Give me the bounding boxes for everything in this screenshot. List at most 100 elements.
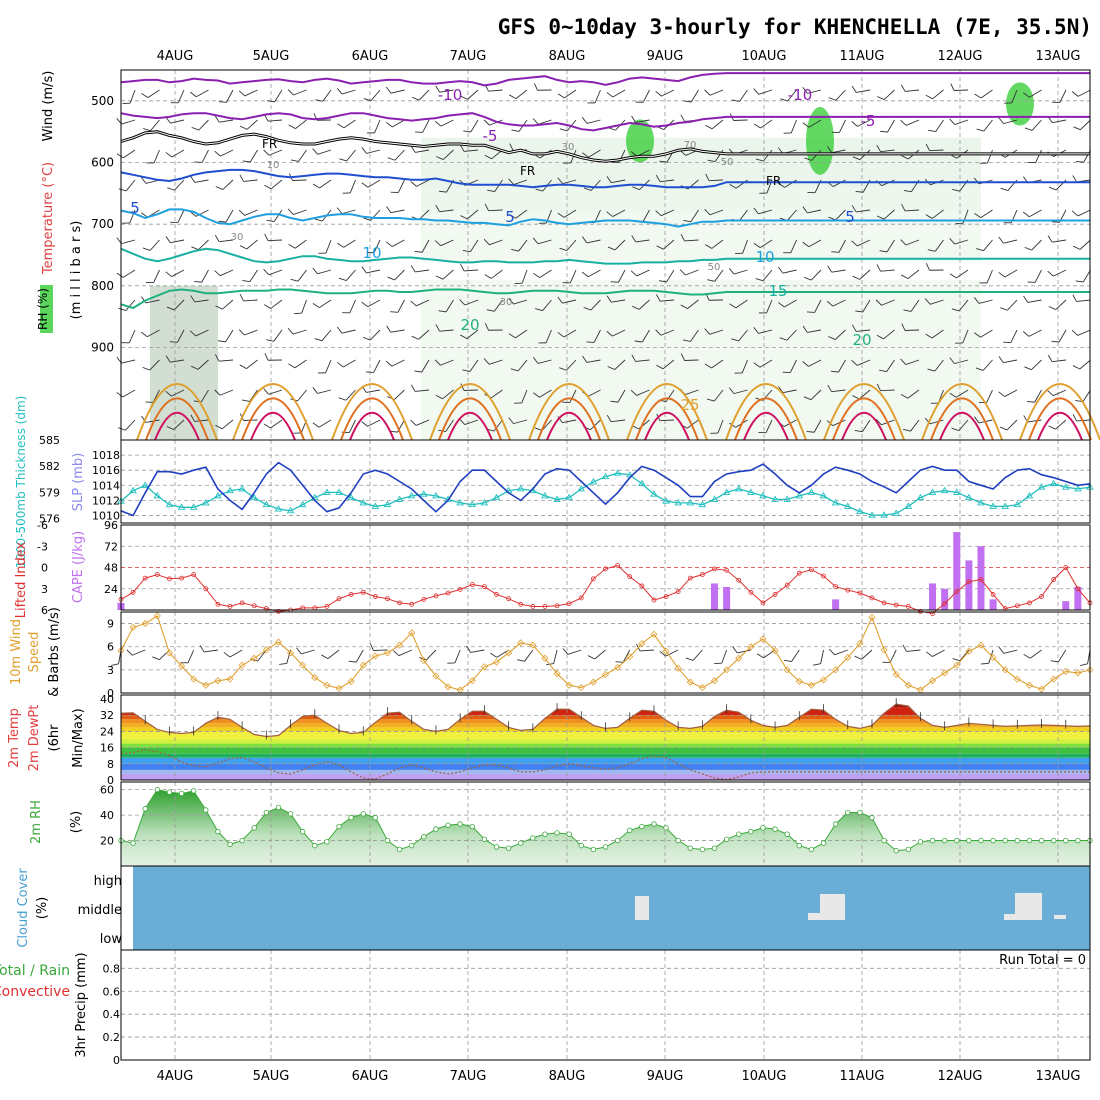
barb-flag <box>685 657 694 661</box>
thickness-marker <box>214 492 222 499</box>
barb-staff <box>538 119 552 125</box>
barb-staff <box>986 269 993 284</box>
barb-flag <box>949 237 955 245</box>
barb-flag <box>434 120 442 127</box>
barb-flag <box>459 299 466 306</box>
wind-barb <box>361 266 381 274</box>
barb-staff <box>1053 389 1067 397</box>
barb-flag <box>658 280 667 283</box>
barb-staff <box>513 419 528 425</box>
wind-barb <box>532 357 552 364</box>
barb-staff <box>685 269 699 276</box>
barb-flag <box>900 239 907 246</box>
barb-flag <box>559 367 567 371</box>
wind-barb <box>264 179 283 190</box>
barb-staff <box>1035 149 1042 163</box>
barb-flag <box>314 338 323 342</box>
barb-staff <box>932 649 945 657</box>
thickness-marker <box>771 495 779 502</box>
wind-barb <box>508 209 528 219</box>
barb-staff <box>586 119 601 124</box>
barb-staff <box>270 299 283 309</box>
wind-barb <box>361 419 381 427</box>
thickness-marker <box>613 469 622 476</box>
barb-flag <box>533 273 541 278</box>
barb-staff <box>786 209 797 221</box>
lifted-index-marker <box>760 600 766 606</box>
wind-barb <box>414 239 430 253</box>
wind-barb <box>510 359 528 372</box>
wind-speed-marker <box>432 672 440 680</box>
barb-flag <box>290 159 299 162</box>
barb-staff <box>225 329 234 343</box>
wind-barb <box>901 323 920 331</box>
barb-flag <box>215 186 223 190</box>
barb-staff <box>708 179 724 182</box>
wind-barb <box>288 359 307 369</box>
barb-flag <box>852 156 861 161</box>
wind-barb <box>562 389 577 404</box>
barb-staff <box>319 179 332 189</box>
barb-staff <box>758 329 773 334</box>
date-label-top: 5AUG <box>253 49 290 64</box>
lifted-index-marker <box>385 596 390 602</box>
wind-barb <box>189 329 209 337</box>
barb-flag <box>118 188 127 192</box>
barb-flag <box>460 215 468 220</box>
barb-flag <box>998 117 1004 124</box>
wind-barb <box>656 359 675 370</box>
wind-barb <box>336 207 356 215</box>
thickness-marker <box>129 486 137 494</box>
barb-staff <box>787 89 797 102</box>
lifted-index-marker <box>457 587 463 592</box>
barb-flag <box>165 271 172 277</box>
barb-flag <box>296 647 302 655</box>
barb-flag <box>683 220 691 223</box>
wind-barb <box>484 323 503 331</box>
barb-flag <box>363 217 371 221</box>
barb-flag <box>680 304 688 310</box>
barb-staff <box>301 299 307 314</box>
barb-flag <box>1023 295 1029 303</box>
barb-flag <box>682 339 691 342</box>
barb-flag <box>876 334 884 340</box>
rh-marker <box>409 842 415 849</box>
rh-axis-label-line2: (%) <box>69 811 84 834</box>
wind-speed-marker <box>880 646 888 654</box>
barb-staff <box>905 359 920 365</box>
wind-barb <box>683 89 699 103</box>
barb-flag <box>706 398 715 402</box>
wind-barb <box>876 144 895 153</box>
barb-flag <box>606 92 614 98</box>
wind-barb <box>802 119 822 128</box>
barb-flag <box>587 655 595 660</box>
wind-barb <box>806 419 822 433</box>
rh-marker <box>881 837 887 844</box>
barb-flag <box>126 649 133 656</box>
rh-marker <box>360 811 366 817</box>
barb-staff <box>738 209 748 222</box>
rh-marker <box>239 837 245 844</box>
barb-staff <box>170 119 185 124</box>
rh-marker <box>639 823 645 830</box>
barb-flag <box>415 131 423 133</box>
wind-barb <box>827 265 846 273</box>
barb-staff <box>415 419 430 426</box>
barb-staff <box>587 389 601 397</box>
barb-staff <box>564 89 577 99</box>
cape-bar <box>941 588 949 610</box>
thickness-marker <box>335 488 343 495</box>
barb-flag <box>924 298 931 305</box>
barb-staff <box>121 239 136 245</box>
barb-flag <box>925 263 930 271</box>
wind-barb <box>851 119 871 127</box>
rh-marker <box>954 837 960 844</box>
lifted-index-marker <box>687 575 693 581</box>
wind-speed-marker <box>553 670 561 678</box>
wind-barb <box>217 329 234 343</box>
barb-staff <box>494 179 503 192</box>
temp-band <box>121 763 1090 770</box>
barb-staff <box>425 649 437 661</box>
barb-flag <box>655 90 662 97</box>
barb-flag <box>342 312 350 314</box>
